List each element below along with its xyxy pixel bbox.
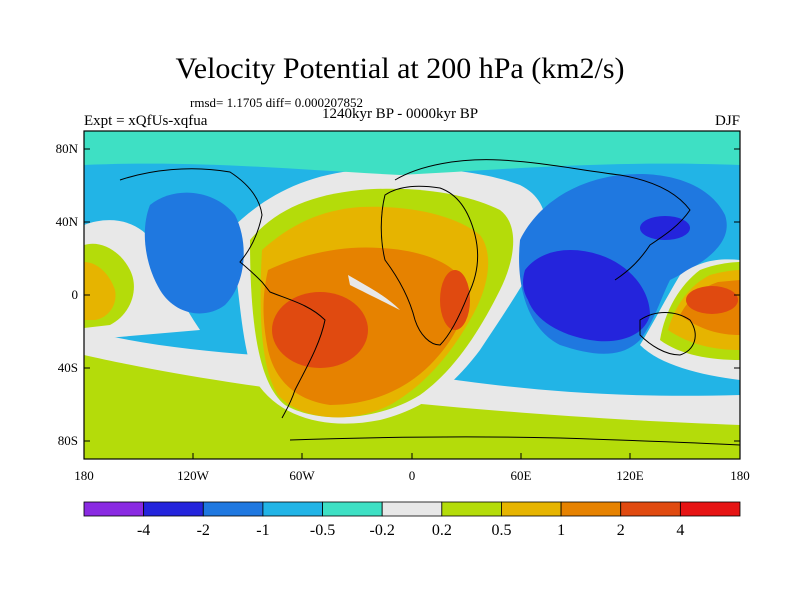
colorbar-box bbox=[143, 501, 204, 517]
lat-label: 0 bbox=[71, 287, 79, 302]
lon-label: 180 bbox=[730, 468, 750, 483]
field-deepblue-east-asia bbox=[640, 216, 690, 240]
lon-label: 180 bbox=[74, 468, 94, 483]
field-yellow-west bbox=[84, 262, 116, 320]
colorbar-box bbox=[560, 501, 622, 517]
field-teal-north bbox=[84, 131, 740, 175]
lon-label: 0 bbox=[408, 468, 416, 483]
lon-label: 120E bbox=[616, 468, 644, 483]
colorbar-box bbox=[620, 501, 681, 517]
lat-label: 80N bbox=[55, 141, 78, 156]
colorbar-box bbox=[441, 501, 502, 517]
lat-label: 80S bbox=[57, 433, 78, 448]
colorbar-label: -0.2 bbox=[369, 522, 395, 539]
colorbar-label: 2 bbox=[616, 522, 625, 539]
coastline-eurasia bbox=[394, 159, 691, 281]
colorbar-box bbox=[262, 501, 323, 517]
colorbar-box bbox=[322, 501, 383, 517]
period-label: 1240kyr BP - 0000kyr BP bbox=[321, 106, 479, 122]
coastline-americas bbox=[119, 168, 326, 419]
coastline-africa bbox=[380, 185, 479, 346]
colorbar-label: -1 bbox=[256, 522, 270, 539]
field-red-east bbox=[686, 286, 738, 314]
stats-text: rmsd= 1.1705 diff= 0.000207852 bbox=[190, 95, 363, 110]
colorbar-label: 1 bbox=[557, 522, 566, 539]
experiment-label: Expt = xQfUs-xqfua bbox=[84, 113, 208, 129]
colorbar-box bbox=[679, 501, 741, 517]
colorbar-box bbox=[83, 501, 145, 517]
coastline-antarctica bbox=[289, 436, 740, 446]
colorbar-label: -4 bbox=[136, 522, 151, 539]
field-red-africa bbox=[440, 270, 470, 330]
plot-title: Velocity Potential at 200 hPa (km2/s) bbox=[175, 52, 625, 85]
lon-label: 60W bbox=[289, 468, 315, 483]
colorbar-label: -0.5 bbox=[309, 522, 336, 539]
coastline-australia bbox=[639, 312, 696, 356]
lat-label: 40S bbox=[57, 360, 78, 375]
colorbar-label: 4 bbox=[676, 522, 685, 539]
field-deepblue-indian bbox=[523, 250, 650, 342]
colorbar bbox=[83, 501, 741, 517]
coastlines bbox=[119, 159, 740, 446]
field-red-south-america bbox=[272, 292, 368, 368]
field-blue-north-america bbox=[144, 192, 244, 314]
lon-label: 120W bbox=[177, 468, 209, 483]
velocity-potential-field bbox=[84, 131, 740, 459]
colorbar-label: 0.5 bbox=[491, 522, 512, 539]
colorbar-box bbox=[501, 501, 562, 517]
season-label: DJF bbox=[714, 113, 740, 129]
colorbar-box bbox=[202, 501, 264, 517]
lat-label: 40N bbox=[55, 214, 78, 229]
field-white-notch bbox=[348, 275, 400, 310]
lon-label: 60E bbox=[510, 468, 532, 483]
axis-ticks bbox=[83, 148, 741, 459]
colorbar-label: 0.2 bbox=[431, 522, 452, 539]
colorbar-label: -2 bbox=[196, 522, 210, 539]
colorbar-box bbox=[381, 501, 443, 517]
